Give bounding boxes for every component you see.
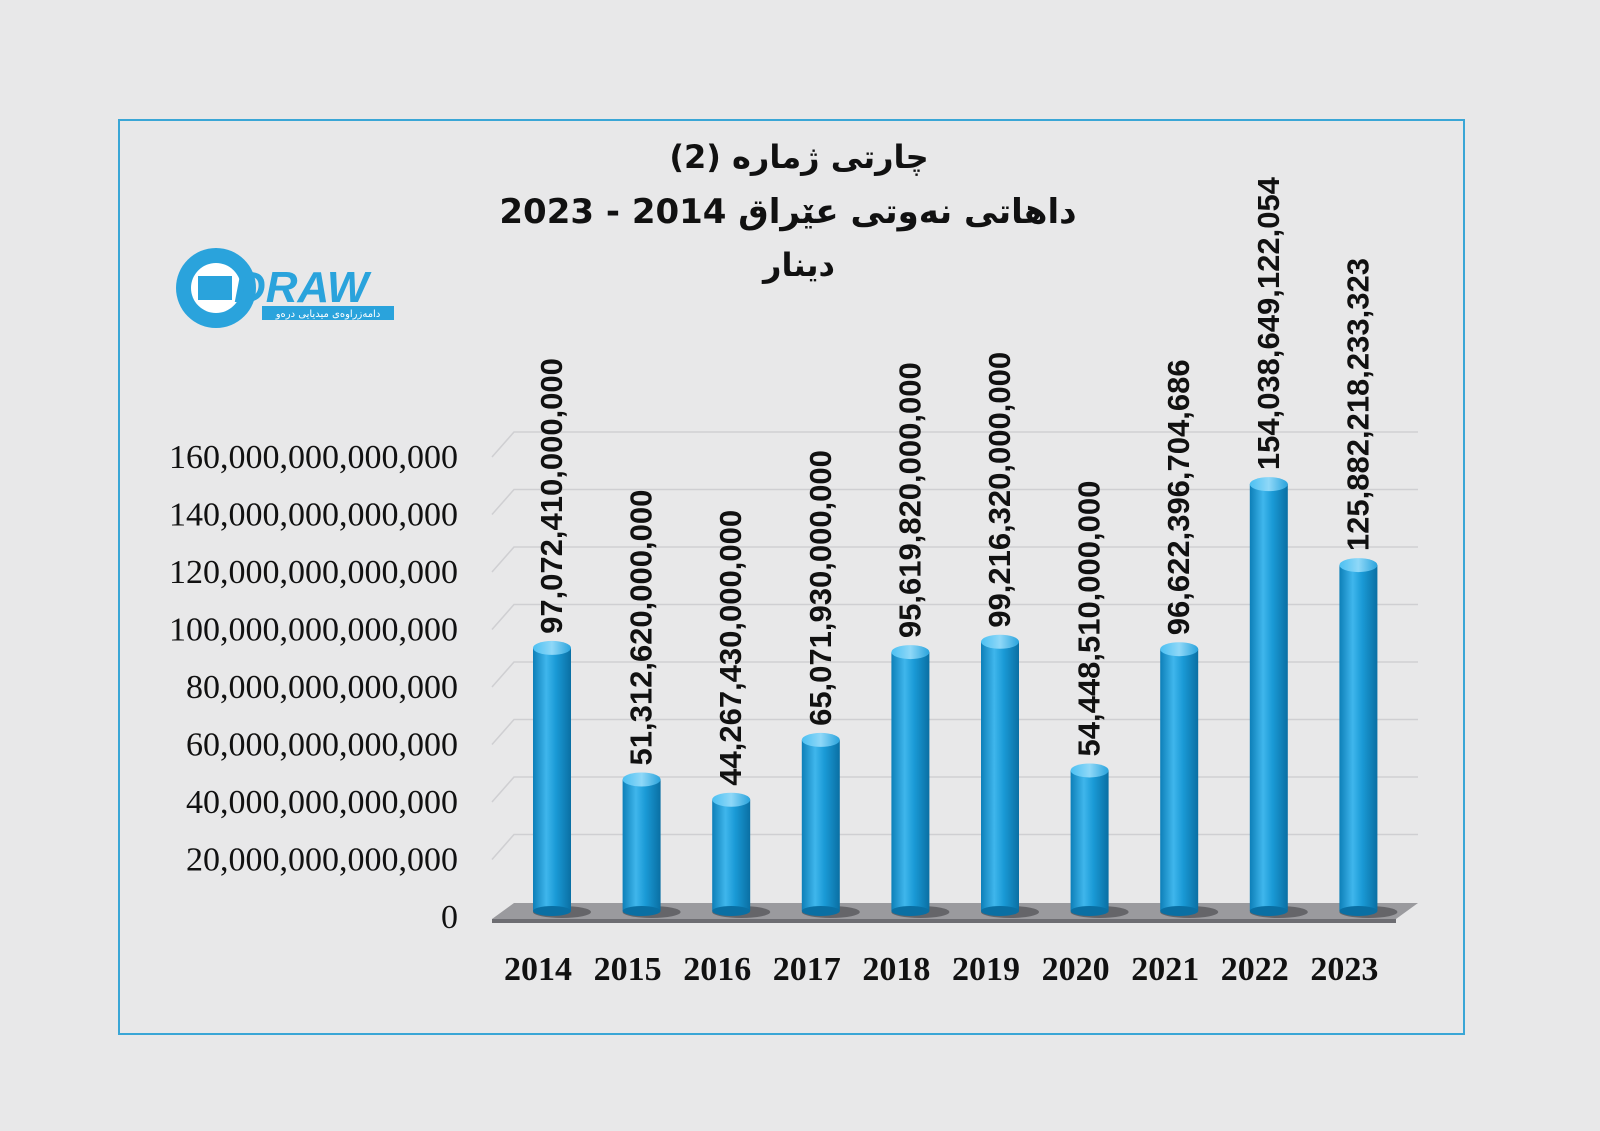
bar-2018	[891, 645, 950, 918]
x-tick-label: 2022	[1221, 951, 1289, 988]
y-tick-label: 20,000,000,000,000	[186, 842, 458, 879]
grid-line	[491, 488, 1418, 515]
bar-2020	[1070, 763, 1129, 918]
floor-edge	[492, 919, 1396, 923]
y-tick-label: 140,000,000,000,000	[169, 497, 458, 534]
logo-tagline: دامەزراوەی میدیایی درەو	[275, 309, 381, 320]
x-tick-label: 2019	[952, 951, 1020, 988]
y-tick-label: 40,000,000,000,000	[186, 784, 458, 821]
chart-title-line-2: داهاتی نەوتی عێراق 2014 - 2023	[499, 192, 1077, 232]
data-label: 125,882,218,233,323	[1340, 258, 1375, 551]
data-label: 51,312,620,000,000	[624, 490, 659, 766]
y-tick-label: 0	[441, 899, 458, 936]
bar-2023	[1339, 558, 1398, 918]
bar-2014	[533, 640, 591, 918]
y-tick-label: 60,000,000,000,000	[186, 727, 458, 764]
bar-2021	[1160, 642, 1219, 918]
grid-lines	[491, 431, 1418, 860]
y-tick-label: 100,000,000,000,000	[169, 612, 458, 649]
data-label: 44,267,430,000,000	[713, 510, 748, 786]
y-tick-label: 80,000,000,000,000	[186, 669, 458, 706]
data-label: 65,071,930,000,000	[803, 450, 838, 726]
x-tick-label: 2020	[1042, 951, 1110, 988]
grid-line	[491, 661, 1418, 688]
bar-2017	[801, 732, 860, 918]
y-tick-label: 120,000,000,000,000	[169, 554, 458, 591]
chart-title-line-3: دینار	[763, 246, 835, 284]
bar-2019	[981, 634, 1039, 918]
x-tick-label: 2018	[862, 951, 930, 988]
grid-line	[491, 546, 1418, 573]
grid-line	[491, 603, 1418, 630]
logo-wordmark: DRAW	[234, 263, 372, 312]
bar-2022	[1249, 477, 1308, 918]
x-tick-label: 2016	[683, 951, 751, 988]
grid-line	[491, 431, 1418, 458]
chart-frame	[118, 119, 1465, 1035]
x-tick-label: 2023	[1310, 951, 1378, 988]
draw-logo: DRAW دامەزراوەی میدیایی درەو	[176, 248, 394, 328]
data-label: 54,448,510,000,000	[1072, 481, 1107, 757]
x-tick-label: 2021	[1131, 951, 1199, 988]
x-tick-label: 2015	[594, 951, 662, 988]
data-labels: 97,072,410,000,000 51,312,620,000,000 44,2…	[534, 176, 1375, 785]
grid-line	[491, 718, 1418, 745]
bars	[533, 477, 1398, 918]
y-tick-label: 160,000,000,000,000	[169, 439, 458, 476]
x-tick-label: 2014	[504, 951, 572, 988]
data-label: 99,216,320,000,000	[982, 352, 1017, 628]
grid-line	[491, 833, 1418, 860]
x-axis-ticks: 2014 2015 2016 2017 2018 2019 2020 2021 2022 2023	[504, 951, 1378, 988]
grid-line	[491, 776, 1418, 803]
data-label: 97,072,410,000,000	[534, 358, 569, 634]
bar-2015	[622, 772, 681, 918]
data-label: 96,622,396,704,686	[1161, 359, 1196, 635]
chart-title-line-1: چارتی ژمارە (2)	[669, 138, 929, 176]
data-label: 154,038,649,122,054	[1251, 176, 1286, 470]
x-tick-label: 2017	[773, 951, 841, 988]
data-label: 95,619,820,000,000	[892, 362, 927, 638]
bar-2016	[712, 792, 771, 918]
y-axis-ticks: 0 20,000,000,000,000 40,000,000,000,000 60,…	[169, 439, 458, 936]
